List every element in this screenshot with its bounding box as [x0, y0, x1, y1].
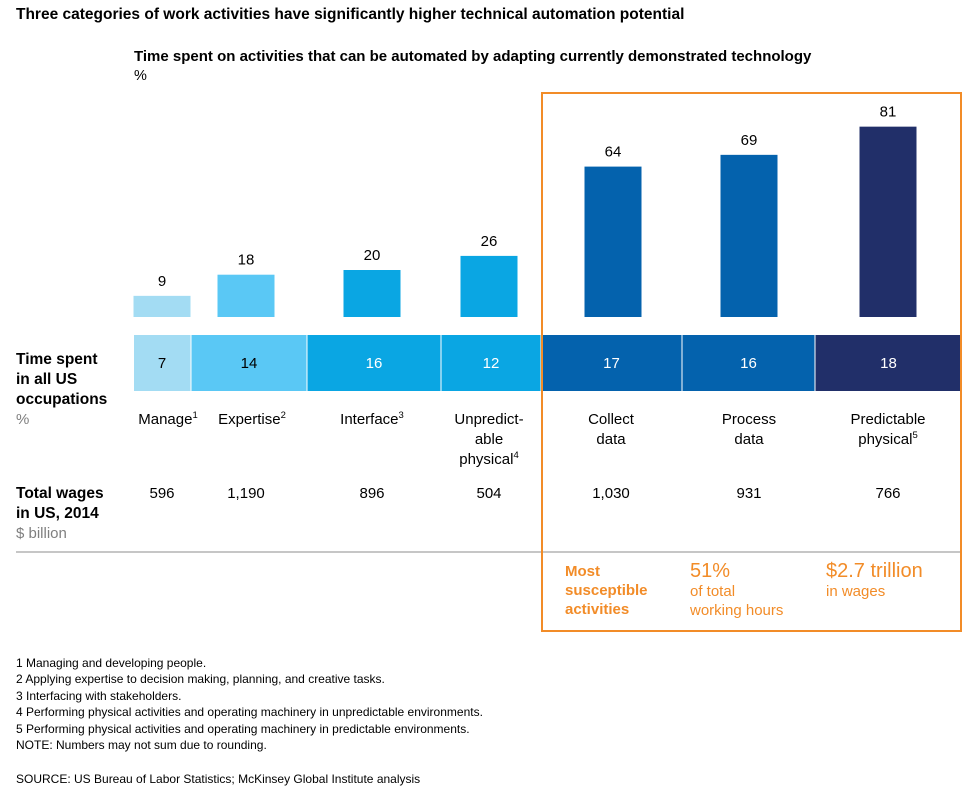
band-value-label: 14 — [241, 355, 258, 372]
wage-value: 766 — [875, 485, 900, 502]
footnote: 4 Performing physical activities and ope… — [16, 705, 483, 720]
callout-line: susceptible — [565, 582, 648, 599]
band-cell — [682, 335, 815, 391]
callout-line: Most — [565, 563, 600, 580]
band-value-label: 12 — [483, 355, 500, 372]
wage-value: 1,030 — [592, 485, 630, 502]
band-value-label: 16 — [366, 355, 383, 372]
band-cell — [541, 335, 682, 391]
band-cell — [307, 335, 441, 391]
time-spent-band: 7 14 16 12 17 16 18 — [134, 335, 962, 391]
footnote-note: NOTE: Numbers may not sum due to roundin… — [16, 738, 267, 753]
time-spent-label-line: occupations — [16, 391, 108, 408]
footnote: 3 Interfacing with stakeholders. — [16, 688, 182, 703]
band-value-label: 7 — [158, 355, 166, 372]
highlight-box — [541, 92, 962, 632]
wage-value: 931 — [736, 485, 761, 502]
chart-subtitle: Time spent on activities that can be aut… — [134, 48, 812, 65]
bar — [720, 154, 778, 317]
bar — [584, 166, 642, 317]
category-label: Expertise2 — [218, 410, 286, 428]
bar-value-label: 26 — [481, 233, 498, 250]
wages-label-line: in US, 2014 — [16, 505, 99, 522]
category-label: Collect data — [588, 411, 635, 448]
wages-label-line: Total wages — [16, 485, 104, 502]
callout-line: of total — [690, 583, 736, 600]
category-labels: Manage1 Expertise2 Interface3 Unpredict-abl… — [138, 410, 925, 468]
wage-value: 504 — [476, 485, 501, 502]
band-cell — [134, 335, 191, 391]
wage-value: 1,190 — [227, 485, 265, 502]
bar — [217, 274, 275, 317]
band-value-label: 18 — [880, 355, 897, 372]
footnote: 5 Performing physical activities and ope… — [16, 721, 470, 736]
bar-chart: 9 18 20 26 64 69 81 7 14 16 12 17 16 18 Manage1 Exper… — [16, 104, 962, 553]
bar-value-label: 81 — [880, 104, 897, 121]
chart-unit: % — [134, 68, 147, 84]
bar-value-label: 9 — [158, 273, 166, 290]
callout-most-susceptible: Most susceptible activities — [565, 562, 648, 619]
footnotes: 1 Managing and developing people. 2 Appl… — [16, 655, 483, 753]
band-cell — [191, 335, 307, 391]
bars-group — [133, 126, 917, 318]
bar-value-label: 64 — [605, 144, 622, 161]
bar — [343, 270, 401, 317]
category-label: Manage1 — [138, 410, 198, 428]
callout-big-value: 51% — [690, 560, 731, 582]
wage-values: 596 1,190 896 504 1,030 931 766 — [149, 485, 900, 502]
bar — [859, 126, 917, 318]
category-label: Unpredict-able physical4 — [454, 411, 523, 468]
wage-value: 596 — [149, 485, 174, 502]
page-title: Three categories of work activities have… — [16, 6, 685, 23]
footnote: 1 Managing and developing people. — [16, 656, 207, 670]
source-line: SOURCE: US Bureau of Labor Statistics; M… — [16, 772, 421, 786]
wage-value: 896 — [359, 485, 384, 502]
category-label: Interface3 — [340, 410, 404, 428]
band-value-label: 17 — [603, 355, 620, 372]
bar-value-labels: 9 18 20 26 64 69 81 — [158, 104, 897, 290]
wages-unit: $ billion — [16, 525, 67, 542]
bar-value-label: 20 — [364, 247, 381, 264]
time-spent-label-line: Time spent — [16, 351, 98, 368]
footnote: 2 Applying expertise to decision making,… — [16, 672, 385, 687]
callout-line: in wages — [826, 583, 886, 600]
callout-wages: $2.7 trillion in wages — [826, 560, 923, 601]
callout-line: activities — [565, 601, 630, 618]
band-cell — [815, 335, 962, 391]
band-value-label: 16 — [740, 355, 757, 372]
bar-value-label: 69 — [741, 132, 758, 149]
time-spent-unit: % — [16, 411, 30, 428]
callout-working-hours: 51% of total working hours — [690, 560, 783, 620]
wages-row-label: Total wages in US, 2014 — [16, 484, 104, 524]
time-spent-label-line: in all US — [16, 371, 78, 388]
bar-value-label: 18 — [238, 252, 255, 269]
category-label: Predictable physical5 — [850, 411, 925, 448]
bar — [133, 295, 191, 317]
bar — [460, 255, 518, 317]
callout-big-value: $2.7 trillion — [826, 560, 923, 582]
time-spent-row-label: Time spent in all US occupations — [16, 350, 107, 410]
category-label: Process data — [722, 411, 776, 448]
band-cell — [441, 335, 541, 391]
callout-line: working hours — [690, 602, 784, 619]
